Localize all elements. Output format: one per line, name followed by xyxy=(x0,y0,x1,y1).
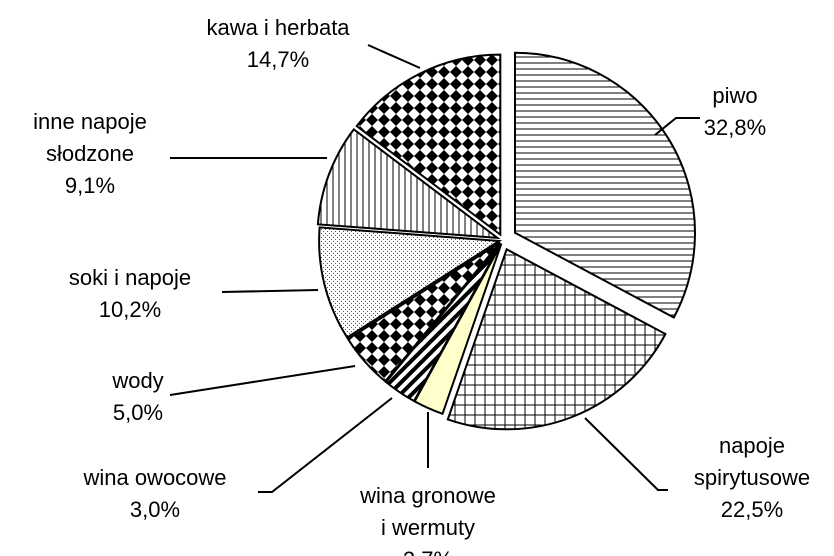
slice-label: napoje spirytusowe 22,5% xyxy=(694,430,810,526)
category-label: inne napoje słodzone xyxy=(33,109,147,166)
pie-slice xyxy=(514,51,697,319)
pie-slice xyxy=(318,226,503,339)
slice-label: piwo 32,8% xyxy=(704,80,766,144)
slice-label: wina owocowe 3,0% xyxy=(83,462,226,526)
pie-slice xyxy=(316,127,501,240)
pie-slice xyxy=(384,242,502,403)
leader-line xyxy=(654,117,700,136)
slice-label: soki i napoje 10,2% xyxy=(69,262,191,326)
value-label: 2,7% xyxy=(360,544,496,556)
slice-label: wody 5,0% xyxy=(112,365,163,429)
category-label: wina owocowe xyxy=(83,465,227,490)
leader-line xyxy=(367,44,421,69)
slice-label: kawa i herbata 14,7% xyxy=(206,12,349,76)
slice-label: wina gronowe i wermuty 2,7% xyxy=(360,480,496,556)
value-label: 10,2% xyxy=(98,297,162,322)
category-label: wina gronowe i wermuty xyxy=(360,483,496,540)
value-label: 32,8% xyxy=(703,115,767,140)
category-label: napoje spirytusowe xyxy=(693,433,811,490)
leader-line xyxy=(584,417,668,491)
value-label: 9,1% xyxy=(64,173,116,198)
slice-label: inne napoje słodzone 9,1% xyxy=(33,106,147,202)
value-label: 5,0% xyxy=(112,400,164,425)
pie-slice xyxy=(355,53,502,237)
value-label: 14,7% xyxy=(246,47,310,72)
category-label: piwo xyxy=(712,83,758,108)
value-label: 22,5% xyxy=(720,497,784,522)
category-label: wody xyxy=(112,368,164,393)
category-label: kawa i herbata xyxy=(206,15,350,40)
category-label: soki i napoje xyxy=(68,265,192,290)
pie-slice xyxy=(446,247,667,431)
leader-line xyxy=(258,397,393,493)
pie-slice xyxy=(346,241,501,383)
leader-line xyxy=(169,365,356,396)
leader-line xyxy=(221,289,319,293)
value-label: 3,0% xyxy=(129,497,181,522)
